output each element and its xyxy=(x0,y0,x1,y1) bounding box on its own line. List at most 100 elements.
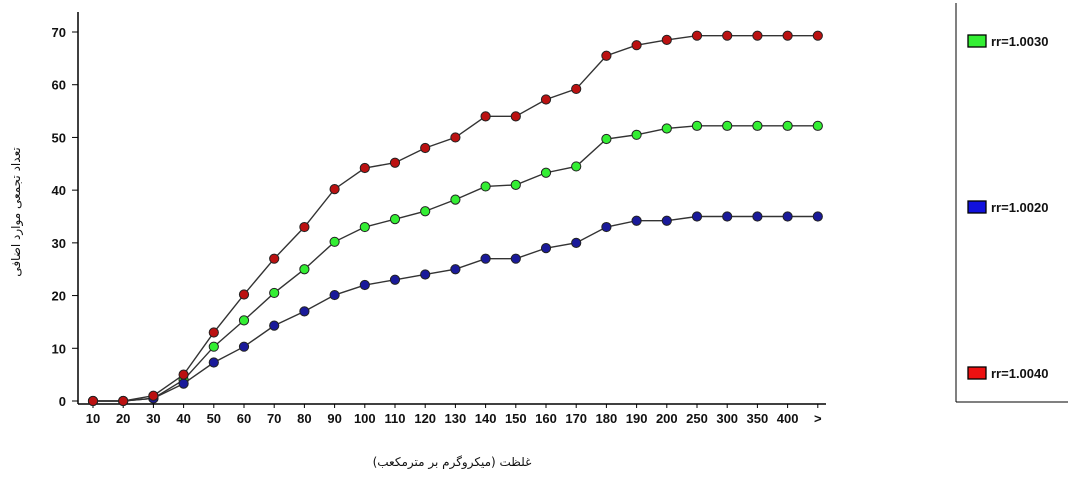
data-point xyxy=(571,237,582,248)
data-point xyxy=(208,341,219,352)
data-point xyxy=(389,214,401,225)
data-point xyxy=(691,211,703,222)
legend-label: rr=1.0020 xyxy=(991,200,1048,215)
data-point xyxy=(178,378,189,389)
data-point xyxy=(118,395,129,407)
data-point xyxy=(661,34,672,46)
y-tick-label: 50 xyxy=(52,130,66,145)
x-tick-label: 10 xyxy=(86,411,100,426)
x-tick-label: 100 xyxy=(354,411,376,426)
x-axis-ticks: 10 20 30 40 50 60 70 80 90 100 110 120 130 140 150 160 1… xyxy=(86,404,822,426)
series-rr=1.0030 xyxy=(87,120,823,407)
data-point xyxy=(812,30,823,41)
data-point xyxy=(238,315,250,326)
legend-swatch xyxy=(967,34,987,48)
data-point xyxy=(631,129,642,140)
data-point xyxy=(148,390,159,401)
data-point xyxy=(208,327,219,338)
data-point xyxy=(782,120,793,131)
x-tick-label: 90 xyxy=(327,411,341,426)
data-point xyxy=(631,40,642,51)
data-point xyxy=(208,357,219,368)
data-point xyxy=(510,179,521,190)
legend: rr=1.0030 rr=1.0020 rr=1.0040 xyxy=(955,3,1068,403)
data-point xyxy=(329,289,340,301)
data-point xyxy=(812,120,823,131)
x-tick-label: 40 xyxy=(176,411,190,426)
data-point xyxy=(812,211,823,222)
x-tick-label: 70 xyxy=(267,411,281,426)
data-point xyxy=(389,274,401,285)
y-tick-label: 10 xyxy=(52,341,66,356)
data-point xyxy=(722,120,733,131)
data-point xyxy=(661,123,672,134)
legend-swatch xyxy=(967,366,987,380)
data-point xyxy=(691,120,703,131)
data-point xyxy=(329,183,340,195)
legend-label: rr=1.0030 xyxy=(991,34,1048,49)
x-tick-label: 50 xyxy=(207,411,221,426)
x-tick-label: 250 xyxy=(686,411,708,426)
y-tick-label: 20 xyxy=(52,289,66,304)
legend-item: rr=1.0020 xyxy=(967,200,1048,215)
y-axis-title: تعداد تجمعی موارد اضافی xyxy=(9,147,24,276)
data-point xyxy=(420,206,431,217)
y-tick-label: 60 xyxy=(52,78,66,93)
data-point xyxy=(752,30,763,41)
plot-area xyxy=(77,12,826,405)
x-tick-label: 130 xyxy=(445,411,467,426)
data-point xyxy=(691,30,703,41)
x-tick-label: 120 xyxy=(414,411,436,426)
data-point xyxy=(450,264,461,275)
x-tick-label: 140 xyxy=(475,411,497,426)
data-point xyxy=(299,306,310,317)
data-point xyxy=(752,120,763,131)
data-point xyxy=(450,132,461,143)
data-point xyxy=(722,211,733,222)
x-tick-label: 150 xyxy=(505,411,527,426)
data-point xyxy=(782,30,793,41)
x-tick-label: 170 xyxy=(565,411,587,426)
data-point xyxy=(510,111,521,122)
x-tick-label: > xyxy=(814,411,822,426)
x-tick-label: 80 xyxy=(297,411,311,426)
data-point xyxy=(269,320,280,331)
legend-label: rr=1.0040 xyxy=(991,366,1048,381)
series-line xyxy=(93,34,818,402)
data-point xyxy=(389,157,401,168)
legend-swatch xyxy=(967,200,987,214)
data-point xyxy=(601,221,612,233)
data-point xyxy=(631,215,642,226)
data-point xyxy=(480,253,491,264)
legend-item: rr=1.0030 xyxy=(967,34,1048,49)
x-tick-label: 200 xyxy=(656,411,678,426)
data-point xyxy=(571,161,582,172)
data-point xyxy=(480,181,491,192)
x-axis-title: غلظت (میکروگرم بر مترمکعب) xyxy=(373,455,532,470)
data-point xyxy=(178,369,189,380)
data-point xyxy=(359,162,370,174)
y-tick-label: 70 xyxy=(52,25,66,40)
data-point xyxy=(299,221,310,233)
x-tick-label: 350 xyxy=(747,411,769,426)
data-point xyxy=(359,279,370,291)
data-point xyxy=(661,215,672,226)
data-point xyxy=(329,236,340,247)
data-point xyxy=(601,50,612,61)
x-tick-label: 110 xyxy=(385,411,406,426)
x-tick-label: 30 xyxy=(146,411,160,426)
data-point xyxy=(420,142,431,154)
data-point xyxy=(540,243,552,254)
data-point xyxy=(238,289,250,300)
data-point xyxy=(238,341,250,352)
data-point xyxy=(420,269,431,280)
data-point xyxy=(722,30,733,41)
y-tick-label: 0 xyxy=(59,394,66,409)
x-tick-label: 190 xyxy=(626,411,648,426)
data-point xyxy=(299,264,310,275)
series-rr=1.0040 xyxy=(87,30,823,407)
data-point xyxy=(87,395,99,407)
data-point xyxy=(480,111,491,122)
data-point xyxy=(752,211,763,222)
